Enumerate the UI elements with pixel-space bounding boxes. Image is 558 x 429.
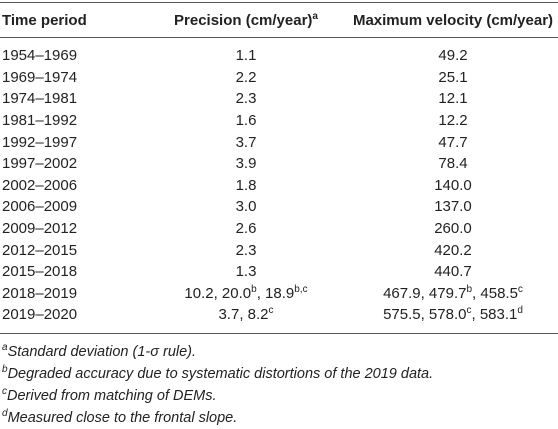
table-row: 2012–2015 2.3 420.2 <box>0 239 558 261</box>
footnote: cDerived from matching of DEMs. <box>2 385 433 407</box>
footnote-text: Standard deviation (1-σ rule). <box>7 344 197 360</box>
column-header: Precision (cm/year)a <box>144 2 348 38</box>
table-row: 2006–2009 3.0 137.0 <box>0 196 558 218</box>
table-cell: 25.1 <box>438 68 468 86</box>
table-cell: 1.6 <box>235 112 257 130</box>
superscript: b,c <box>294 283 308 295</box>
superscript: b <box>466 283 473 295</box>
footnote-mark: d <box>2 408 8 420</box>
footnote-text: Measured close to the frontal slope. <box>7 410 238 426</box>
table-row: 2015–2018 1.3 440.7 <box>0 261 558 283</box>
cell-text: 10.2, 20.0 <box>184 284 252 302</box>
table-cell: 3.7, 8.2c <box>144 304 348 334</box>
table-cell: 1997–2002 <box>2 155 78 173</box>
superscript: c <box>517 283 523 295</box>
table-row: 2019–2020 3.7, 8.2c 575.5, 578.0c, 583.1d <box>0 304 558 334</box>
table-cell: 467.9, 479.7b, 458.5c <box>348 283 558 305</box>
table-cell: 1.1 <box>235 47 257 65</box>
table-cell: 2.6 <box>235 220 257 238</box>
table-cell: 137.0 <box>434 198 472 216</box>
table-cell: 1981–1992 <box>2 112 78 130</box>
column-header: Maximum velocity (cm/year) <box>348 2 558 38</box>
table-cell: 3.7 <box>235 133 257 151</box>
footnote-mark: b <box>2 364 8 376</box>
table-cell: 12.2 <box>438 112 468 130</box>
table-cell: 2009–2012 <box>2 220 78 238</box>
cell-text: , 18.9 <box>256 284 295 302</box>
table-cell: 440.7 <box>434 263 472 281</box>
superscript: c <box>466 305 472 317</box>
cell-text: , 458.5 <box>472 284 518 302</box>
table-cell: 3.9 <box>235 155 257 173</box>
table-cell: 78.4 <box>438 155 468 173</box>
header-row: Time period Precision (cm/year)a Maximum v… <box>0 2 558 38</box>
table-cell: 1.3 <box>235 263 257 281</box>
table-cell: 2015–2018 <box>2 263 78 281</box>
table-row: 1954–1969 1.1 49.2 <box>0 38 558 67</box>
cell-text: 3.7, 8.2 <box>218 306 269 324</box>
table-cell: 1974–1981 <box>2 90 78 108</box>
table-body: 1954–1969 1.1 49.2 1969–1974 2.2 25.1 1974–198… <box>0 38 558 334</box>
table-cell: 47.7 <box>438 133 468 151</box>
footnote-text: Derived from matching of DEMs. <box>7 388 217 404</box>
table-row: 1997–2002 3.9 78.4 <box>0 153 558 175</box>
table-cell: 2012–2015 <box>2 241 78 259</box>
superscript: b <box>251 283 257 295</box>
footnote-mark: c <box>2 386 7 398</box>
cell-text: Precision (cm/year) <box>174 11 313 29</box>
data-table: Time period Precision (cm/year)a Maximum v… <box>0 2 558 334</box>
cell-text: 467.9, 479.7 <box>383 284 467 302</box>
superscript: c <box>268 305 274 317</box>
footnote: dMeasured close to the frontal slope. <box>2 407 433 429</box>
footnote-text: Degraded accuracy due to systematic dist… <box>7 366 434 382</box>
cell-text: , 583.1 <box>471 306 518 324</box>
table-cell: 140.0 <box>434 176 472 194</box>
table-cell: 1954–1969 <box>2 47 78 65</box>
footnote-mark: a <box>2 342 8 354</box>
table-cell: 2.2 <box>235 68 257 86</box>
footnote: aStandard deviation (1-σ rule). <box>2 341 433 363</box>
table-cell: 12.1 <box>438 90 468 108</box>
table-cell: 260.0 <box>434 220 472 238</box>
superscript: d <box>517 305 523 317</box>
table-row: 1992–1997 3.7 47.7 <box>0 131 558 153</box>
table-cell: 2.3 <box>235 90 257 108</box>
table-cell: 2002–2006 <box>2 176 78 194</box>
table-cell: 1992–1997 <box>2 133 78 151</box>
table-row: 2002–2006 1.8 140.0 <box>0 175 558 197</box>
table-row: 1974–1981 2.3 12.1 <box>0 88 558 110</box>
footnotes: aStandard deviation (1-σ rule). bDegraded… <box>2 341 433 429</box>
table-cell: 2006–2009 <box>2 198 78 216</box>
footnote: bDegraded accuracy due to systematic dis… <box>2 363 433 385</box>
table-cell: 1.8 <box>235 176 257 194</box>
table-cell: 575.5, 578.0c, 583.1d <box>348 304 558 334</box>
table-cell: 3.0 <box>235 198 257 216</box>
table-cell: 49.2 <box>438 47 468 65</box>
table-cell: 1969–1974 <box>2 68 78 86</box>
table-cell: 10.2, 20.0b, 18.9b,c <box>144 283 348 305</box>
table-cell: 2019–2020 <box>0 304 144 334</box>
table-row: 2009–2012 2.6 260.0 <box>0 218 558 240</box>
table-row: 1969–1974 2.2 25.1 <box>0 67 558 89</box>
table-cell: 2018–2019 <box>2 284 78 302</box>
table-cell: 420.2 <box>434 241 472 259</box>
table-row: 2018–2019 10.2, 20.0b, 18.9b,c 467.9, 479.… <box>0 283 558 305</box>
table-cell: 2.3 <box>235 241 257 259</box>
cell-text: 575.5, 578.0 <box>383 306 467 324</box>
table-row: 1981–1992 1.6 12.2 <box>0 110 558 132</box>
superscript: a <box>312 10 318 22</box>
column-header: Time period <box>0 2 144 38</box>
